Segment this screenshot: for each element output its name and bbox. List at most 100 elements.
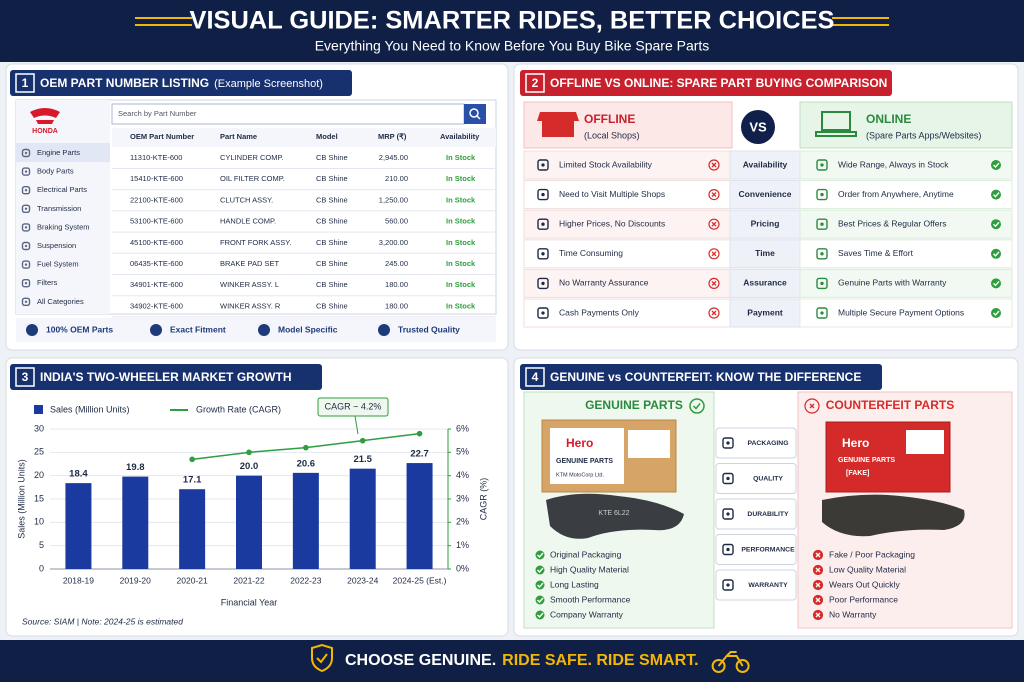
- check-icon: [535, 595, 545, 605]
- brand-logo: [30, 108, 60, 124]
- criterion: Time: [755, 248, 775, 258]
- column-header: MRP (₹): [378, 132, 407, 141]
- brake-pad: [822, 494, 965, 537]
- line-point: [189, 456, 195, 463]
- annotation-pointer: [354, 415, 359, 435]
- icon-dot: [726, 547, 730, 552]
- icon-dot: [726, 512, 730, 516]
- cross-mark: [815, 597, 821, 603]
- cell-availability: In Stock: [446, 174, 476, 183]
- cross-icon: [804, 398, 820, 414]
- line-point: [359, 437, 366, 444]
- legend-label: Growth Rate (CAGR): [196, 404, 281, 414]
- x-tick-label: 2022-23: [290, 575, 321, 585]
- search-placeholder: Search by Part Number: [118, 109, 197, 118]
- online-subtitle: (Spare Parts Apps/Websites): [866, 130, 981, 140]
- footer-tagline: RIDE SAFE. RIDE SMART.: [502, 652, 698, 669]
- icon-dot: [24, 263, 28, 266]
- icon-dot: [24, 226, 28, 229]
- check-icon: [991, 160, 1001, 170]
- cell: CB Shine: [316, 301, 348, 310]
- cell: 34901-KTE-600: [130, 280, 183, 289]
- online-row: [799, 268, 1013, 298]
- counterfeit-point: No Warranty: [829, 609, 877, 619]
- offline-row: [523, 209, 731, 239]
- icon: [722, 437, 734, 449]
- offline-row: [523, 239, 731, 269]
- legend-label: Sales (Million Units): [50, 404, 130, 414]
- sidebar-item: Engine Parts: [37, 148, 80, 157]
- cell: 11310-KTE-600: [130, 153, 182, 162]
- y2-axis-title: CAGR (%): [478, 478, 488, 521]
- criterion: Pricing: [751, 218, 780, 228]
- icon: [537, 218, 549, 230]
- search-button[interactable]: [464, 104, 486, 124]
- cell: HANDLE COMP.: [220, 217, 276, 226]
- x-tick-label: 2018-19: [63, 575, 94, 585]
- icon-dot: [24, 244, 28, 248]
- y2-tick-label: 6%: [456, 423, 469, 433]
- icon: [21, 223, 31, 232]
- panel-title: GENUINE vs COUNTERFEIT: KNOW THE DIFFERE…: [550, 370, 861, 384]
- criterion-row: [729, 239, 801, 269]
- box-label-panel: [550, 428, 624, 484]
- panel-number-box: [525, 367, 545, 387]
- y-axis-title: Sales (Million Units): [16, 459, 26, 539]
- icon: [816, 248, 828, 260]
- cell-price: 3,200.00: [379, 238, 408, 247]
- icon-dot: [24, 151, 28, 155]
- cell: 06435-KTE-600: [130, 259, 183, 268]
- vs-badge: [741, 110, 775, 144]
- vs-label: VS: [749, 119, 767, 134]
- offline-title: OFFLINE: [584, 112, 635, 126]
- panel-number: 3: [22, 370, 29, 384]
- cell: BRAKE PAD SET: [220, 259, 279, 268]
- criterion: PERFORMANCE: [741, 546, 795, 553]
- check-icon: [991, 278, 1001, 289]
- icon: [816, 307, 828, 319]
- counterfeit-point: Wears Out Quickly: [829, 579, 900, 589]
- y-tick-label: 0: [39, 563, 44, 573]
- annotation: CAGR ~ 4.2%: [325, 401, 382, 411]
- icon-dot: [820, 311, 824, 315]
- panel-tab: [520, 70, 892, 96]
- cross-icon: [708, 218, 720, 230]
- genuine-title: GENUINE PARTS: [585, 398, 683, 412]
- sidebar-item: Filters: [37, 278, 58, 287]
- criterion-row: [729, 150, 801, 180]
- icon: [21, 185, 31, 195]
- icon: [722, 579, 734, 591]
- y2-tick-label: 0%: [456, 563, 469, 573]
- offline-row: [523, 180, 731, 210]
- badge-icon: [258, 324, 270, 336]
- icon: [816, 188, 828, 201]
- sidebar-active: [16, 143, 110, 162]
- cross-mark: [711, 221, 717, 227]
- online-row: [799, 298, 1013, 328]
- icon: [21, 148, 31, 158]
- search-icon-handle: [476, 115, 481, 120]
- cross-mark: [711, 310, 717, 316]
- check-mark: [993, 192, 1000, 198]
- shield-icon: [311, 643, 333, 673]
- offline-subtitle: (Local Shops): [584, 130, 640, 140]
- badge-row: [16, 318, 496, 342]
- y2-tick-label: 3%: [456, 493, 469, 503]
- footer-lead: CHOOSE GENUINE.: [345, 652, 496, 669]
- brand-name: HONDA: [32, 128, 58, 135]
- bar: [236, 475, 262, 569]
- check-icon: [991, 248, 1001, 259]
- x-tick-label: 2021-22: [233, 575, 264, 585]
- y2-tick-label: 4%: [456, 470, 469, 480]
- icon-dot: [24, 189, 28, 192]
- box-brand: Hero: [566, 436, 593, 450]
- y-tick-label: 20: [34, 470, 44, 480]
- panel-title: OEM PART NUMBER LISTING: [40, 76, 209, 90]
- icon: [21, 167, 31, 176]
- laptop-icon: [815, 111, 857, 137]
- online-card: [799, 101, 1013, 149]
- footer-bar: [0, 640, 1024, 682]
- icon-dot: [24, 207, 28, 210]
- search-icon: [469, 108, 479, 118]
